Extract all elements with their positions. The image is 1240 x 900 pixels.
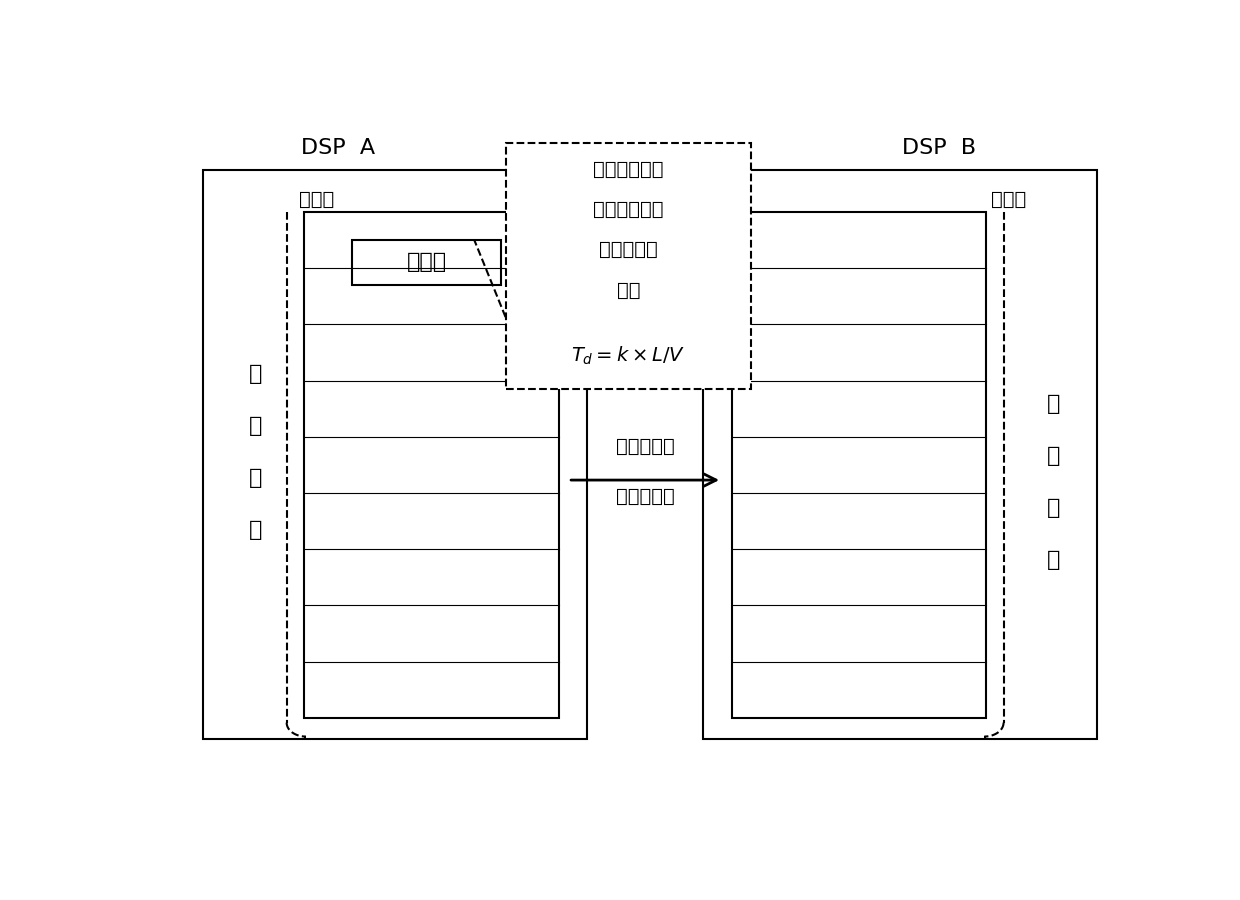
Text: 包个数调节: 包个数调节: [599, 240, 657, 259]
Text: 存储器: 存储器: [299, 190, 335, 209]
Text: 送队列中数据: 送队列中数据: [593, 200, 663, 220]
Bar: [352, 239, 501, 284]
Text: DSP  B: DSP B: [903, 138, 976, 157]
Text: $T_d = k\times L/V$: $T_d = k\times L/V$: [572, 345, 686, 366]
Bar: [203, 170, 588, 739]
Text: 收: 收: [1047, 446, 1060, 466]
Text: 发: 发: [249, 364, 263, 383]
Text: 送: 送: [249, 416, 263, 436]
Text: DSP  A: DSP A: [300, 138, 374, 157]
Bar: [732, 212, 986, 718]
Text: 队: 队: [249, 468, 263, 488]
Text: 发送数据包: 发送数据包: [616, 487, 675, 506]
Text: 按定时周期: 按定时周期: [616, 436, 675, 455]
Text: 定时器: 定时器: [407, 252, 446, 272]
Bar: [703, 170, 1096, 739]
Text: 存储器: 存储器: [991, 190, 1027, 209]
Bar: [304, 212, 559, 718]
Text: 列: 列: [1047, 550, 1060, 570]
Text: 定时周期随发: 定时周期随发: [593, 160, 663, 179]
Text: 接: 接: [1047, 394, 1060, 414]
Text: 列: 列: [249, 520, 263, 540]
Text: 队: 队: [1047, 498, 1060, 518]
Bar: [506, 143, 750, 389]
Text: 下限: 下限: [616, 281, 640, 300]
